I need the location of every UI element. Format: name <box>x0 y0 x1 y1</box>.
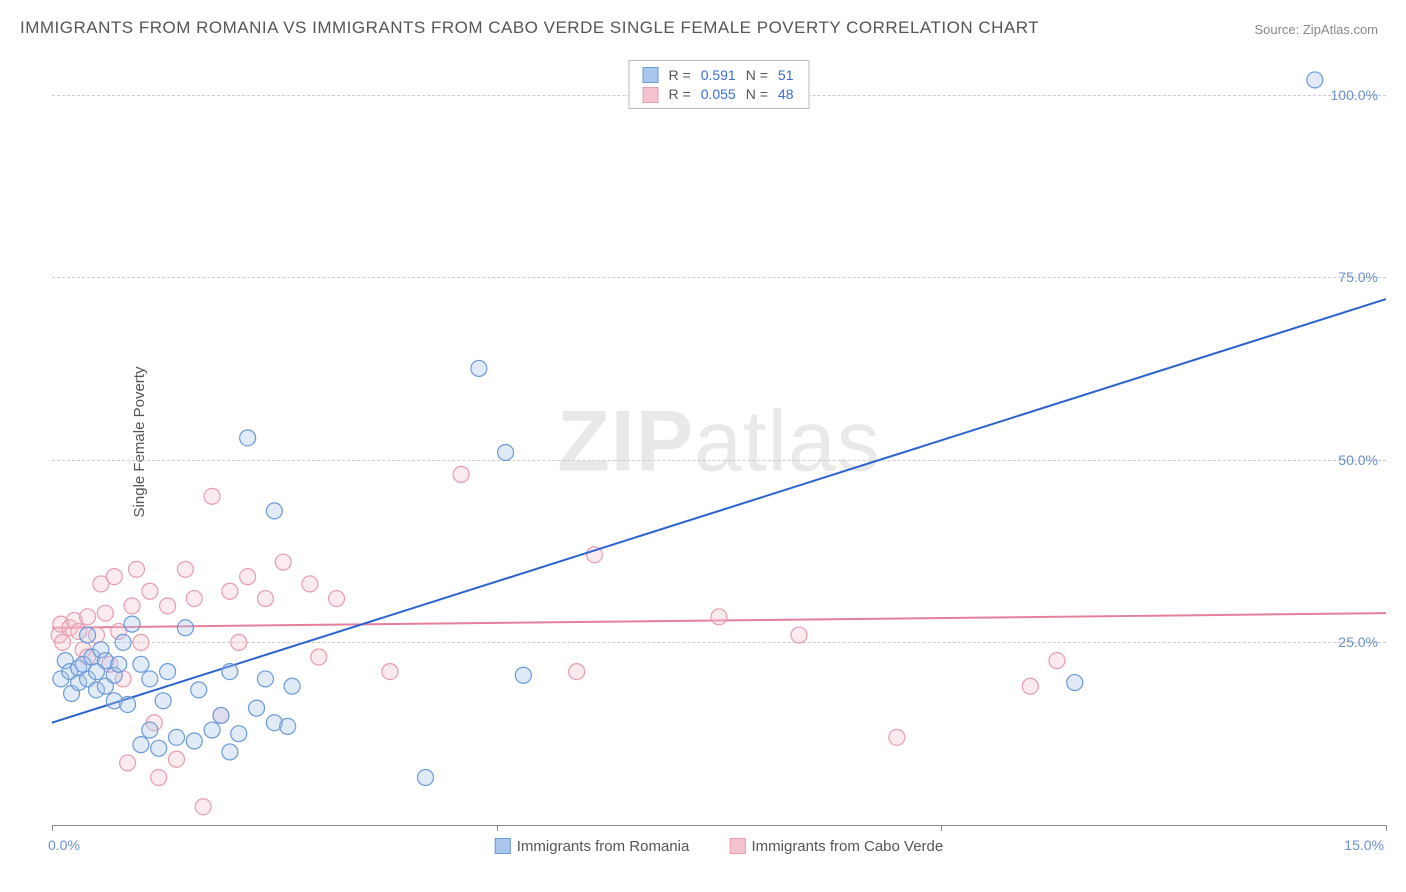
legend-item-caboverde: Immigrants from Cabo Verde <box>729 838 943 855</box>
legend-item-romania: Immigrants from Romania <box>495 838 690 855</box>
scatter-point-romania <box>222 744 238 760</box>
scatter-point-caboverde <box>160 598 176 614</box>
scatter-point-romania <box>142 722 158 738</box>
scatter-point-caboverde <box>151 770 167 786</box>
x-tick <box>497 825 498 831</box>
r-value-romania: 0.591 <box>696 65 741 84</box>
plot-area: Single Female Poverty ZIPatlas 100.0% 75… <box>52 58 1386 826</box>
scatter-point-romania <box>151 740 167 756</box>
scatter-point-caboverde <box>453 466 469 482</box>
scatter-point-romania <box>133 656 149 672</box>
scatter-point-romania <box>498 444 514 460</box>
scatter-point-romania <box>240 430 256 446</box>
scatter-point-romania <box>515 667 531 683</box>
stats-row-caboverde: R = 0.055 N = 48 <box>638 84 799 103</box>
n-value-romania: 51 <box>773 65 799 84</box>
swatch-caboverde <box>643 87 659 103</box>
scatter-point-caboverde <box>311 649 327 665</box>
scatter-point-caboverde <box>97 605 113 621</box>
scatter-point-caboverde <box>275 554 291 570</box>
scatter-point-romania <box>115 634 131 650</box>
scatter-point-caboverde <box>204 488 220 504</box>
swatch-caboverde-icon <box>729 838 745 854</box>
scatter-point-caboverde <box>124 598 140 614</box>
scatter-point-caboverde <box>106 569 122 585</box>
scatter-point-romania <box>133 737 149 753</box>
scatter-point-romania <box>249 700 265 716</box>
stats-legend: R = 0.591 N = 51 R = 0.055 N = 48 <box>629 60 810 109</box>
x-tick-15: 15.0% <box>1344 837 1384 853</box>
scatter-point-caboverde <box>177 561 193 577</box>
x-tick <box>52 825 53 831</box>
scatter-point-caboverde <box>711 609 727 625</box>
x-tick <box>941 825 942 831</box>
scatter-point-romania <box>177 620 193 636</box>
chart-title: IMMIGRANTS FROM ROMANIA VS IMMIGRANTS FR… <box>20 18 1039 38</box>
scatter-point-romania <box>1067 675 1083 691</box>
scatter-point-romania <box>160 664 176 680</box>
scatter-point-caboverde <box>128 561 144 577</box>
scatter-point-caboverde <box>169 751 185 767</box>
scatter-point-romania <box>142 671 158 687</box>
scatter-point-romania <box>231 726 247 742</box>
x-tick <box>1386 825 1387 831</box>
r-value-caboverde: 0.055 <box>696 84 741 103</box>
scatter-point-caboverde <box>302 576 318 592</box>
scatter-point-caboverde <box>55 634 71 650</box>
scatter-point-caboverde <box>569 664 585 680</box>
source-label: Source: ZipAtlas.com <box>1254 22 1378 37</box>
scatter-point-caboverde <box>329 591 345 607</box>
swatch-romania-icon <box>495 838 511 854</box>
scatter-point-romania <box>186 733 202 749</box>
scatter-point-romania <box>222 664 238 680</box>
scatter-point-caboverde <box>222 583 238 599</box>
scatter-point-caboverde <box>791 627 807 643</box>
stats-row-romania: R = 0.591 N = 51 <box>638 65 799 84</box>
scatter-point-romania <box>257 671 273 687</box>
scatter-point-caboverde <box>1022 678 1038 694</box>
scatter-point-caboverde <box>195 799 211 815</box>
scatter-point-romania <box>266 503 282 519</box>
scatter-point-caboverde <box>889 729 905 745</box>
swatch-romania <box>643 67 659 83</box>
scatter-point-romania <box>155 693 171 709</box>
scatter-point-caboverde <box>120 755 136 771</box>
x-tick-0: 0.0% <box>48 837 80 853</box>
scatter-point-romania <box>280 718 296 734</box>
scatter-point-caboverde <box>231 634 247 650</box>
scatter-point-caboverde <box>257 591 273 607</box>
scatter-point-romania <box>213 707 229 723</box>
scatter-point-romania <box>471 360 487 376</box>
scatter-point-romania <box>191 682 207 698</box>
series-legend: Immigrants from Romania Immigrants from … <box>477 838 961 855</box>
scatter-point-caboverde <box>1049 653 1065 669</box>
scatter-overlay <box>52 58 1386 825</box>
scatter-point-romania <box>120 696 136 712</box>
scatter-point-romania <box>169 729 185 745</box>
scatter-point-romania <box>1307 72 1323 88</box>
scatter-point-caboverde <box>186 591 202 607</box>
scatter-point-romania <box>418 770 434 786</box>
scatter-point-caboverde <box>80 609 96 625</box>
regression-line-romania <box>52 299 1386 723</box>
n-value-caboverde: 48 <box>773 84 799 103</box>
scatter-point-caboverde <box>133 634 149 650</box>
scatter-point-romania <box>204 722 220 738</box>
scatter-point-romania <box>80 627 96 643</box>
scatter-point-caboverde <box>142 583 158 599</box>
scatter-point-romania <box>284 678 300 694</box>
scatter-point-romania <box>124 616 140 632</box>
scatter-point-caboverde <box>240 569 256 585</box>
scatter-point-romania <box>111 656 127 672</box>
scatter-point-caboverde <box>382 664 398 680</box>
